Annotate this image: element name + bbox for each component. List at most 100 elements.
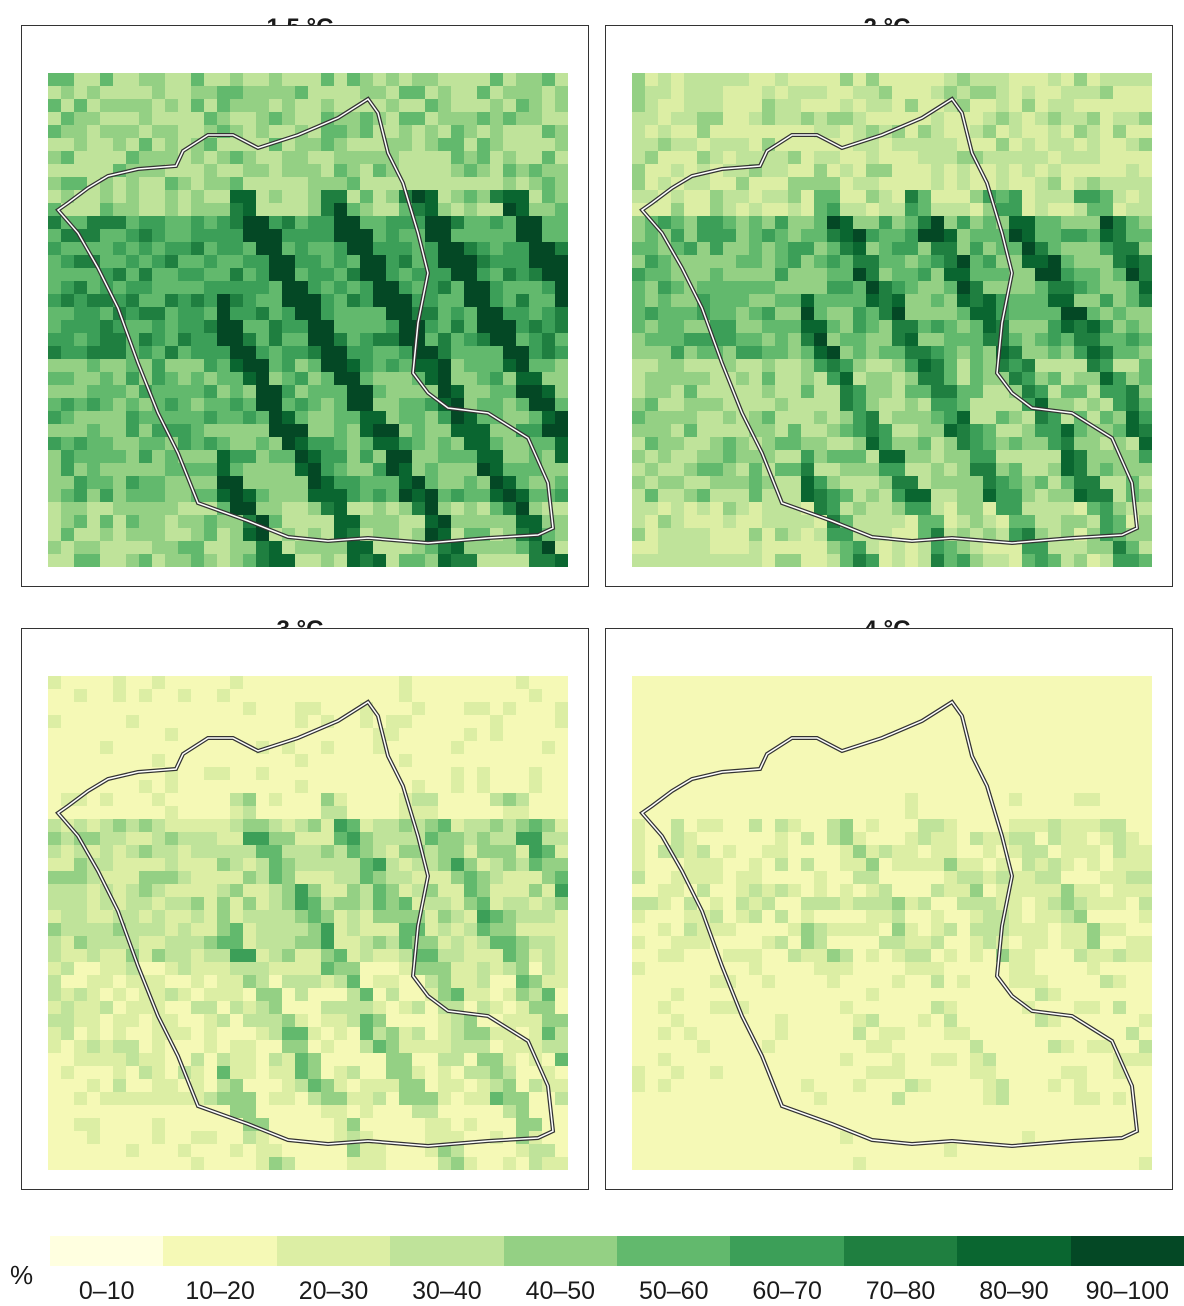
raster-cell — [853, 333, 867, 347]
raster-cell — [165, 450, 179, 464]
raster-cell — [684, 307, 698, 321]
raster-cell — [191, 702, 205, 716]
raster-cell — [152, 1027, 166, 1041]
raster-cell — [490, 689, 504, 703]
raster-cell — [334, 845, 348, 859]
raster-cell — [360, 450, 374, 464]
raster-cell — [438, 385, 452, 399]
raster-cell — [191, 936, 205, 950]
raster-cell — [282, 320, 296, 334]
raster-cell — [853, 502, 867, 516]
raster-cell — [373, 832, 387, 846]
raster-cell — [516, 268, 530, 282]
raster-cell — [87, 73, 101, 87]
raster-cell — [282, 1157, 296, 1170]
raster-cell — [555, 715, 568, 729]
raster-cell — [516, 962, 530, 976]
raster-cell — [503, 229, 517, 243]
raster-cell — [386, 949, 400, 963]
raster-cell — [827, 715, 841, 729]
raster-cell — [282, 554, 296, 567]
raster-cell — [905, 203, 919, 217]
raster-cell — [178, 398, 192, 412]
raster-cell — [282, 819, 296, 833]
raster-cell — [736, 255, 750, 269]
raster-cell — [334, 1092, 348, 1106]
raster-cell — [866, 385, 880, 399]
raster-cell — [503, 676, 517, 690]
raster-cell — [1126, 294, 1140, 308]
raster-cell — [996, 86, 1010, 100]
raster-cell — [1022, 437, 1036, 451]
raster-cell — [723, 411, 737, 425]
raster-cell — [801, 372, 815, 386]
raster-cell — [827, 541, 841, 555]
raster-cell — [645, 528, 659, 542]
raster-cell — [866, 424, 880, 438]
raster-cell — [957, 372, 971, 386]
raster-cell — [1009, 73, 1023, 87]
raster-cell — [256, 86, 270, 100]
raster-cell — [1126, 741, 1140, 755]
raster-cell — [139, 1079, 153, 1093]
raster-cell — [944, 728, 958, 742]
raster-cell — [710, 450, 724, 464]
raster-cell — [204, 1157, 218, 1170]
raster-cell — [425, 502, 439, 516]
raster-cell — [61, 949, 75, 963]
raster-cell — [788, 476, 802, 490]
raster-cell — [269, 715, 283, 729]
raster-cell — [48, 1053, 62, 1067]
raster-cell — [451, 73, 465, 87]
raster-cell — [386, 975, 400, 989]
raster-cell — [87, 138, 101, 152]
raster-cell — [100, 229, 114, 243]
raster-cell — [87, 1144, 101, 1158]
raster-cell — [126, 1027, 140, 1041]
raster-cell — [1035, 554, 1049, 567]
raster-cell — [139, 502, 153, 516]
raster-cell — [996, 754, 1010, 768]
raster-cell — [918, 229, 932, 243]
raster-cell — [152, 346, 166, 360]
raster-cell — [451, 715, 465, 729]
raster-cell — [1022, 216, 1036, 230]
raster-cell — [1074, 676, 1088, 690]
raster-cell — [48, 1066, 62, 1080]
raster-cell — [204, 1092, 218, 1106]
raster-cell — [503, 489, 517, 503]
raster-cell — [178, 125, 192, 139]
raster-cell — [243, 255, 257, 269]
raster-cell — [360, 1079, 374, 1093]
raster-cell — [269, 728, 283, 742]
raster-cell — [126, 320, 140, 334]
raster-cell — [321, 923, 335, 937]
raster-cell — [516, 294, 530, 308]
raster-cell — [126, 689, 140, 703]
raster-cell — [736, 676, 750, 690]
raster-cell — [360, 359, 374, 373]
raster-cell — [256, 1001, 270, 1015]
raster-cell — [555, 359, 568, 373]
raster-cell — [503, 936, 517, 950]
raster-cell — [74, 806, 88, 820]
raster-cell — [126, 73, 140, 87]
raster-cell — [61, 676, 75, 690]
raster-cell — [438, 346, 452, 360]
raster-cell — [438, 910, 452, 924]
raster-cell — [347, 216, 361, 230]
raster-cell — [152, 86, 166, 100]
raster-cell — [360, 806, 374, 820]
raster-cell — [295, 307, 309, 321]
raster-cell — [152, 962, 166, 976]
raster-cell — [360, 476, 374, 490]
raster-cell — [529, 164, 543, 178]
raster-cell — [412, 411, 426, 425]
raster-cell — [61, 463, 75, 477]
raster-cell — [230, 281, 244, 295]
raster-cell — [256, 385, 270, 399]
raster-cell — [165, 702, 179, 716]
raster-cell — [269, 871, 283, 885]
raster-cell — [710, 780, 724, 794]
raster-cell — [282, 463, 296, 477]
